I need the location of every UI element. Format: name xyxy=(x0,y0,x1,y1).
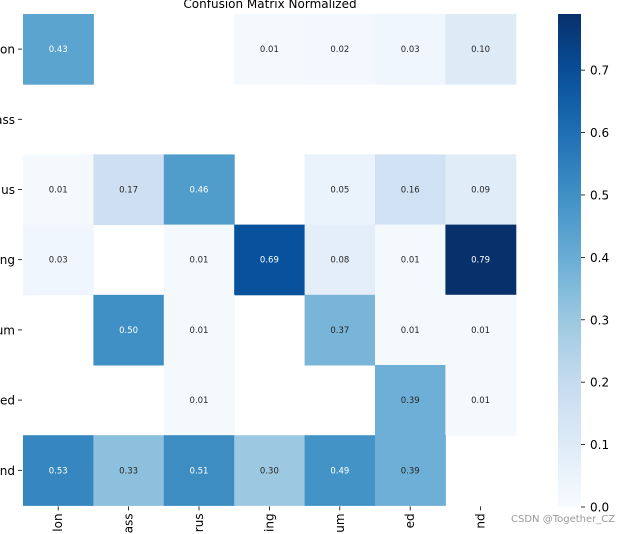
row-tick-labels: on ass us ng um ed nd xyxy=(0,43,22,478)
cell-value-r0-c0: 0.43 xyxy=(49,45,68,55)
cell-value-r4-c1: 0.50 xyxy=(119,326,138,336)
cell-value-r2-c0: 0.01 xyxy=(49,186,68,196)
heatmap-cell-r6-c4 xyxy=(304,435,376,506)
column-tick-label: lon xyxy=(51,513,65,531)
heatmap-cell-r0-c3 xyxy=(234,14,306,85)
colorbar-tick-label: 0.1 xyxy=(590,438,609,452)
cell-value-r0-c4: 0.02 xyxy=(330,45,349,55)
heatmap-cell-r2-c0 xyxy=(23,154,94,226)
cell-value-r4-c4: 0.37 xyxy=(330,326,349,336)
cell-value-r6-c0: 0.53 xyxy=(49,466,68,476)
cell-value-r3-c0: 0.03 xyxy=(49,256,68,266)
heatmap-cell-r3-c3 xyxy=(234,224,306,296)
colorbar-tick-label: 0.0 xyxy=(590,501,609,515)
heatmap-cell-labels: 0.43 0.01 0.02 0.03 0.10 0.01 0.17 0.46 0.05 0.16… xyxy=(49,45,490,476)
column-tick-label: ing xyxy=(262,513,276,532)
column-tick-labels: lon ass rus ing um ed nd xyxy=(51,506,488,533)
cell-value-r6-c2: 0.51 xyxy=(190,466,209,476)
heatmap-cell-r2-c4 xyxy=(304,154,376,226)
cell-value-r5-c5: 0.39 xyxy=(401,396,420,406)
colorbar-tick-label: 0.5 xyxy=(590,188,609,202)
colorbar-tick-label: 0.3 xyxy=(590,313,609,327)
heatmap-cell-r6-c3 xyxy=(234,435,306,506)
heatmap-cell-r2-c5 xyxy=(375,154,446,226)
heatmap-cell-r2-c1 xyxy=(93,154,165,226)
cell-value-r2-c4: 0.05 xyxy=(330,186,349,196)
watermark: CSDN @Together_CZ xyxy=(511,514,616,525)
heatmap-cell-r0-c6 xyxy=(445,14,517,85)
cell-value-r3-c6: 0.79 xyxy=(471,256,490,266)
cell-value-r2-c5: 0.16 xyxy=(401,186,420,196)
cell-value-r5-c6: 0.01 xyxy=(471,396,490,406)
heatmap-cell-r4-c4 xyxy=(304,294,376,366)
cell-value-r2-c2: 0.46 xyxy=(190,186,209,196)
cell-value-r6-c3: 0.30 xyxy=(260,466,279,476)
heatmap-cell-r4-c1 xyxy=(93,294,165,366)
cell-value-r2-c6: 0.09 xyxy=(471,186,490,196)
cell-value-r3-c3: 0.69 xyxy=(260,256,279,266)
cell-value-r0-c6: 0.10 xyxy=(471,45,490,55)
row-tick-label: ng xyxy=(0,253,15,267)
cell-value-r6-c4: 0.49 xyxy=(330,466,349,476)
cell-value-r6-c5: 0.39 xyxy=(401,466,420,476)
column-tick-label: ass xyxy=(122,513,136,533)
heatmap-cell-r5-c5 xyxy=(375,365,446,436)
cell-value-r6-c1: 0.33 xyxy=(119,466,138,476)
row-tick-label: on xyxy=(0,43,15,57)
cell-value-r5-c2: 0.01 xyxy=(190,396,209,406)
cell-value-r4-c2: 0.01 xyxy=(190,326,209,336)
column-tick-label: nd xyxy=(474,513,488,528)
heatmap-cell-r6-c5 xyxy=(375,435,446,506)
heatmap-cell-r5-c6 xyxy=(445,365,517,436)
cell-value-r4-c6: 0.01 xyxy=(471,326,490,336)
colorbar-tick-label: 0.4 xyxy=(590,251,609,265)
column-tick-label: um xyxy=(333,513,347,532)
cell-value-r0-c5: 0.03 xyxy=(401,45,420,55)
heatmap-cell-r5-c2 xyxy=(163,365,235,436)
row-tick-label: ed xyxy=(0,394,15,408)
colorbar-tick-label: 0.7 xyxy=(590,64,609,78)
cell-value-r3-c4: 0.08 xyxy=(330,256,349,266)
heatmap-cell-r4-c6 xyxy=(445,294,517,366)
cell-value-r3-c2: 0.01 xyxy=(190,256,209,266)
chart-title: Confusion Matrix Normalized xyxy=(183,0,356,11)
colorbar-tick-label: 0.2 xyxy=(590,376,609,390)
heatmap-cell-r0-c5 xyxy=(375,14,446,85)
column-tick-label: ed xyxy=(403,513,417,528)
heatmap-cell-r6-c0 xyxy=(23,435,94,506)
cell-value-r0-c3: 0.01 xyxy=(260,45,279,55)
cell-value-r2-c1: 0.17 xyxy=(119,186,138,196)
row-tick-label: um xyxy=(0,323,15,337)
heatmap-cell-r0-c0 xyxy=(23,14,94,85)
heatmap-cell-r4-c5 xyxy=(375,294,446,366)
colorbar-gradient xyxy=(558,14,581,507)
heatmap-cell-r2-c6 xyxy=(445,154,517,226)
heatmap-cell-r0-c4 xyxy=(304,14,376,85)
heatmap-cell-r3-c0 xyxy=(23,224,94,296)
heatmap-cell-r6-c2 xyxy=(163,435,235,506)
colorbar: 0.0 0.1 0.2 0.3 0.4 0.5 0.6 0.7 xyxy=(558,14,609,515)
colorbar-tick-label: 0.6 xyxy=(590,126,609,140)
heatmap-cell-r3-c4 xyxy=(304,224,376,296)
cell-value-r4-c5: 0.01 xyxy=(401,326,420,336)
heatmap-cell-r3-c5 xyxy=(375,224,446,296)
cell-value-r3-c5: 0.01 xyxy=(401,256,420,266)
column-tick-label: rus xyxy=(192,513,206,532)
row-tick-label: ass xyxy=(0,113,15,127)
row-tick-label: nd xyxy=(0,464,15,478)
heatmap-cells xyxy=(23,14,517,506)
heatmap-cell-r4-c2 xyxy=(163,294,235,366)
heatmap-cell-r2-c2 xyxy=(163,154,235,226)
heatmap-cell-r3-c6 xyxy=(445,224,517,296)
heatmap-cell-r3-c2 xyxy=(163,224,235,296)
heatmap-cell-r6-c1 xyxy=(93,435,165,506)
row-tick-label: us xyxy=(1,183,15,197)
